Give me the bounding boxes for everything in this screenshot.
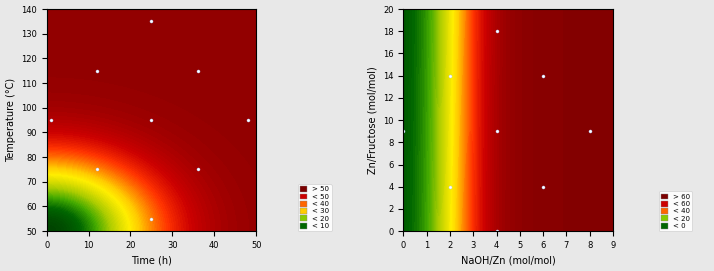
Legend: > 60, < 60, < 40, < 20, < 0: > 60, < 60, < 40, < 20, < 0 <box>658 191 693 231</box>
X-axis label: NaOH/Zn (mol/mol): NaOH/Zn (mol/mol) <box>461 256 555 265</box>
Y-axis label: Zn/Fructose (mol/mol): Zn/Fructose (mol/mol) <box>368 66 378 174</box>
Y-axis label: Temperature (°C): Temperature (°C) <box>6 78 16 162</box>
X-axis label: Time (h): Time (h) <box>131 256 172 265</box>
Legend: > 50, < 50, < 40, < 30, < 20, < 10: > 50, < 50, < 40, < 30, < 20, < 10 <box>298 184 331 231</box>
